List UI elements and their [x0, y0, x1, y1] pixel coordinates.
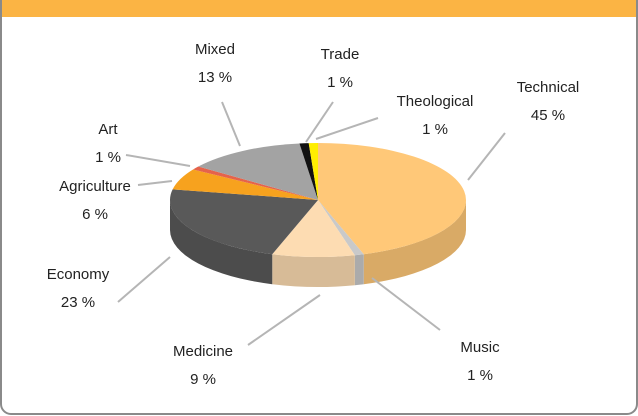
leader-line	[117, 256, 171, 303]
slice-side	[354, 254, 364, 286]
slice-label: Agriculture	[59, 178, 131, 195]
slice	[308, 143, 318, 200]
slice-label: Theological	[397, 93, 474, 110]
slice	[198, 143, 318, 200]
slice-value: 6 %	[82, 206, 108, 223]
leader-line	[315, 117, 379, 140]
header-bar	[2, 0, 636, 17]
slice-value: 45 %	[531, 107, 565, 124]
slice	[172, 169, 318, 200]
leader-line	[467, 132, 506, 181]
slice-label: Music	[460, 339, 500, 356]
slice-label: Technical	[517, 79, 580, 96]
slice-value: 13 %	[198, 69, 232, 86]
slice-value: 1 %	[327, 74, 353, 91]
slice-label: Trade	[321, 46, 360, 63]
slice-value: 23 %	[61, 294, 95, 311]
slice	[272, 200, 355, 258]
slice-label: Mixed	[195, 41, 235, 58]
slice	[299, 143, 318, 200]
leader-line	[221, 101, 241, 147]
slice	[318, 143, 466, 255]
slice-value: 1 %	[422, 121, 448, 138]
slice	[170, 189, 318, 255]
leader-line	[137, 180, 173, 186]
slice-value: 1 %	[95, 149, 121, 166]
leader-line	[125, 154, 191, 167]
slice	[318, 200, 364, 256]
slice-label: Medicine	[173, 343, 233, 360]
slice-side	[363, 200, 466, 285]
slice-side	[170, 200, 273, 285]
slice-value: 1 %	[467, 367, 493, 384]
slice-label: Economy	[47, 266, 110, 283]
leader-line	[305, 101, 334, 143]
slice-label: Art	[98, 121, 118, 138]
leader-line	[247, 294, 321, 346]
slice-value: 9 %	[190, 371, 216, 388]
slice	[193, 166, 318, 200]
slice-side	[272, 254, 355, 287]
leader-line	[371, 277, 441, 331]
